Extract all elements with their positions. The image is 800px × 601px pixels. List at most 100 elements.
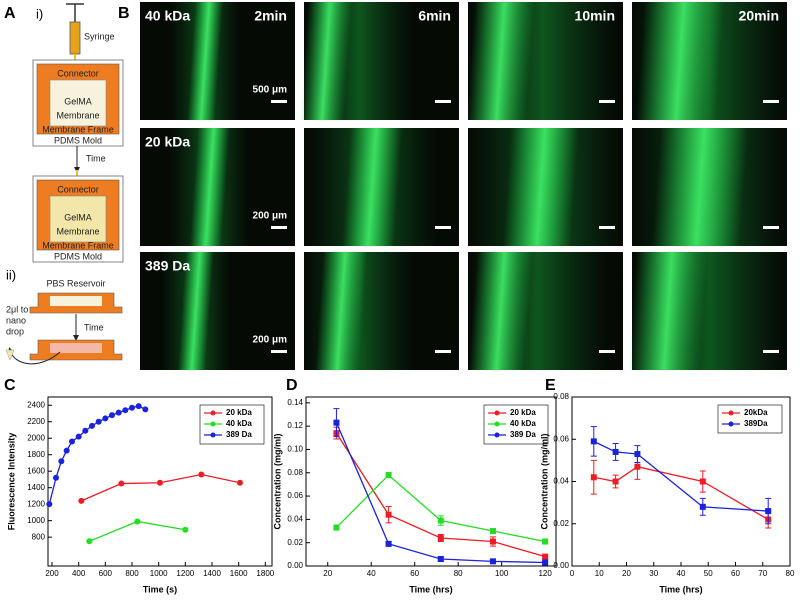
x-tick-label: 80 <box>786 569 795 578</box>
x-tick-label: 30 <box>649 569 658 578</box>
fluorescence-band <box>342 128 403 246</box>
data-point <box>135 403 142 410</box>
legend-marker <box>210 432 216 438</box>
y-tick-label: 0.06 <box>287 491 303 500</box>
legend-label: 20kDa <box>744 408 768 417</box>
micrograph: 20 kDa 200 μm <box>140 128 295 246</box>
x-tick-label: 80 <box>454 569 463 578</box>
legend-label: 20 kDa <box>226 408 252 417</box>
data-point <box>118 480 125 487</box>
diagram: A i) Syringe Connector GelMA Membrane Me… <box>4 3 124 365</box>
scale-bar-label: 200 μm <box>253 211 288 222</box>
chart: C 200 400 600 800 1000 1200 1400 1600 1800 800 1000… <box>4 377 275 594</box>
series-line <box>48 405 146 505</box>
data-point <box>182 526 189 533</box>
data-point <box>198 471 205 478</box>
data-point <box>69 438 75 445</box>
diagram-label: PBS Reservoir <box>46 278 105 288</box>
x-tick-label: 60 <box>410 569 419 578</box>
data-point <box>89 422 95 429</box>
scale-bar <box>271 226 287 229</box>
data-point <box>699 503 706 510</box>
data-point <box>63 447 70 454</box>
legend-label: 40 kDa <box>510 419 536 428</box>
series-line <box>81 473 241 502</box>
diagram-label: Connector <box>57 184 99 194</box>
data-point <box>590 474 597 481</box>
x-tick-label: 70 <box>758 569 767 578</box>
micrograph: 40 kDa 500 μm 2min <box>140 2 295 120</box>
x-tick-label: 1600 <box>230 569 248 578</box>
series-line <box>593 466 769 521</box>
row-label: 20 kDa <box>145 134 190 150</box>
x-tick-label: 0 <box>570 569 575 578</box>
legend-label: 40 kDa <box>226 419 252 428</box>
micrograph <box>632 128 787 246</box>
micrograph: 389 Da 200 μm <box>140 252 295 370</box>
data-point <box>385 472 392 479</box>
x-tick-label: 100 <box>495 569 509 578</box>
legend-label: 389 Da <box>510 430 536 439</box>
scale-bar <box>599 350 615 353</box>
data-point <box>542 559 549 566</box>
y-tick-label: 1000 <box>27 516 45 525</box>
x-tick-label: 400 <box>72 569 86 578</box>
data-point <box>542 553 549 560</box>
micrograph: 6min <box>299 2 459 120</box>
diagram-label: PDMS Mold <box>54 251 102 261</box>
micrograph <box>468 252 623 370</box>
y-tick-label: 0.06 <box>553 434 569 443</box>
data-point <box>58 458 65 465</box>
fluorescence-band <box>466 2 535 120</box>
scale-bar <box>435 226 451 229</box>
data-point <box>590 438 597 445</box>
data-point <box>75 433 82 440</box>
diagram-label: Membrane Frame <box>42 124 114 134</box>
column-label: 10min <box>575 8 615 24</box>
x-tick-label: 50 <box>704 569 713 578</box>
fluorescence-band <box>299 2 353 120</box>
scale-bar-label: 500 μm <box>253 85 288 96</box>
row-label: 40 kDa <box>145 8 190 24</box>
y-tick-label: 0.12 <box>287 421 303 430</box>
legend-box <box>717 404 783 434</box>
micrograph: 20min <box>632 2 787 120</box>
y-tick-label: 2000 <box>27 433 45 442</box>
y-tick-label: 0.10 <box>287 445 303 454</box>
step-label: i) <box>36 6 43 21</box>
data-point <box>109 412 115 419</box>
fluorescence-band <box>652 128 749 246</box>
diagram-label: Membrane Frame <box>42 240 114 250</box>
x-tick-label: 1000 <box>150 569 168 578</box>
y-tick-label: 1400 <box>27 483 45 492</box>
data-point <box>333 524 340 531</box>
y-tick-label: 1600 <box>27 466 45 475</box>
data-point <box>612 448 619 455</box>
x-tick-label: 600 <box>99 569 113 578</box>
y-tick-label: 1800 <box>27 450 45 459</box>
panel-letter: E <box>545 377 556 394</box>
data-point <box>634 451 641 458</box>
diagram-label: Time <box>84 322 104 332</box>
data-point <box>46 501 53 508</box>
data-point <box>53 474 59 481</box>
data-point <box>437 517 444 524</box>
chart: E 0 10 20 30 40 50 60 70 80 0.00 0.02 0.04 0.06 0.08 Ti… <box>539 377 795 594</box>
data-point <box>612 478 619 485</box>
x-axis-label: Time (hrs) <box>409 584 452 594</box>
data-point <box>95 418 102 425</box>
diagram-label: 2μl to <box>6 304 28 314</box>
legend-marker <box>210 410 216 416</box>
data-point <box>78 497 85 504</box>
fluorescence-band <box>468 252 533 370</box>
data-point <box>634 463 641 470</box>
column-label: 20min <box>739 8 779 24</box>
micrograph <box>468 128 623 246</box>
y-tick-label: 1200 <box>27 499 45 508</box>
fluorescence-band <box>502 128 579 246</box>
diagram-label: nano <box>6 315 26 325</box>
y-tick-label: 0.08 <box>553 392 569 401</box>
scale-bar <box>435 100 451 103</box>
legend-label: 20 kDa <box>510 408 536 417</box>
fluorescence-band <box>177 252 214 370</box>
